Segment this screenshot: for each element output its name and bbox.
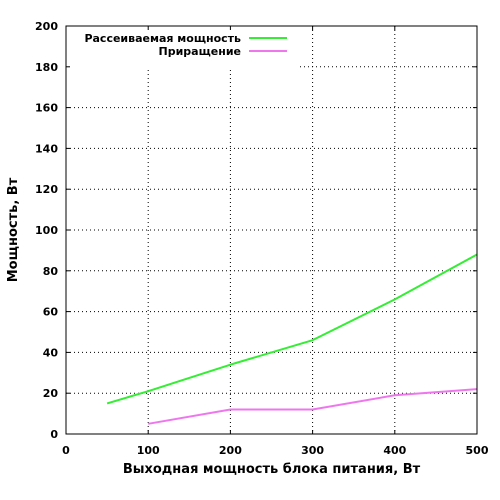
x-tick-label: 100	[137, 444, 160, 457]
y-tick-label: 200	[35, 20, 58, 33]
legend-label: Рассеиваемая мощность	[84, 32, 241, 45]
x-axis-title: Выходная мощность блока питания, Вт	[123, 462, 421, 477]
y-tick-labels: 0 20 40 60 80 100 120 140 160 180 200	[35, 20, 58, 441]
grid-lines	[66, 26, 477, 434]
y-axis-title: Мощность, Вт	[6, 177, 21, 282]
y-tick-label: 100	[35, 224, 58, 237]
y-tick-label: 160	[35, 102, 58, 115]
y-tick-label: 180	[35, 61, 58, 74]
x-tick-label: 200	[219, 444, 242, 457]
y-tick-label: 80	[43, 265, 59, 278]
series-lines	[106, 253, 478, 425]
plot-frame	[65, 25, 478, 435]
y-tick-label: 140	[35, 142, 58, 155]
x-tick-label: 0	[62, 444, 70, 457]
y-tick-label: 40	[43, 346, 59, 359]
legend-label: Приращение	[159, 45, 241, 58]
series-line-2	[148, 388, 478, 425]
y-tick-label: 120	[35, 183, 58, 196]
x-tick-label: 300	[301, 444, 324, 457]
tick-marks	[65, 25, 478, 435]
series-line-1	[106, 253, 478, 405]
x-tick-labels: 0 100 200 300 400 500	[62, 444, 489, 457]
y-tick-label: 60	[43, 306, 59, 319]
x-tick-label: 500	[466, 444, 489, 457]
x-tick-label: 400	[383, 444, 406, 457]
y-tick-label: 0	[50, 428, 58, 441]
y-tick-label: 20	[43, 387, 59, 400]
